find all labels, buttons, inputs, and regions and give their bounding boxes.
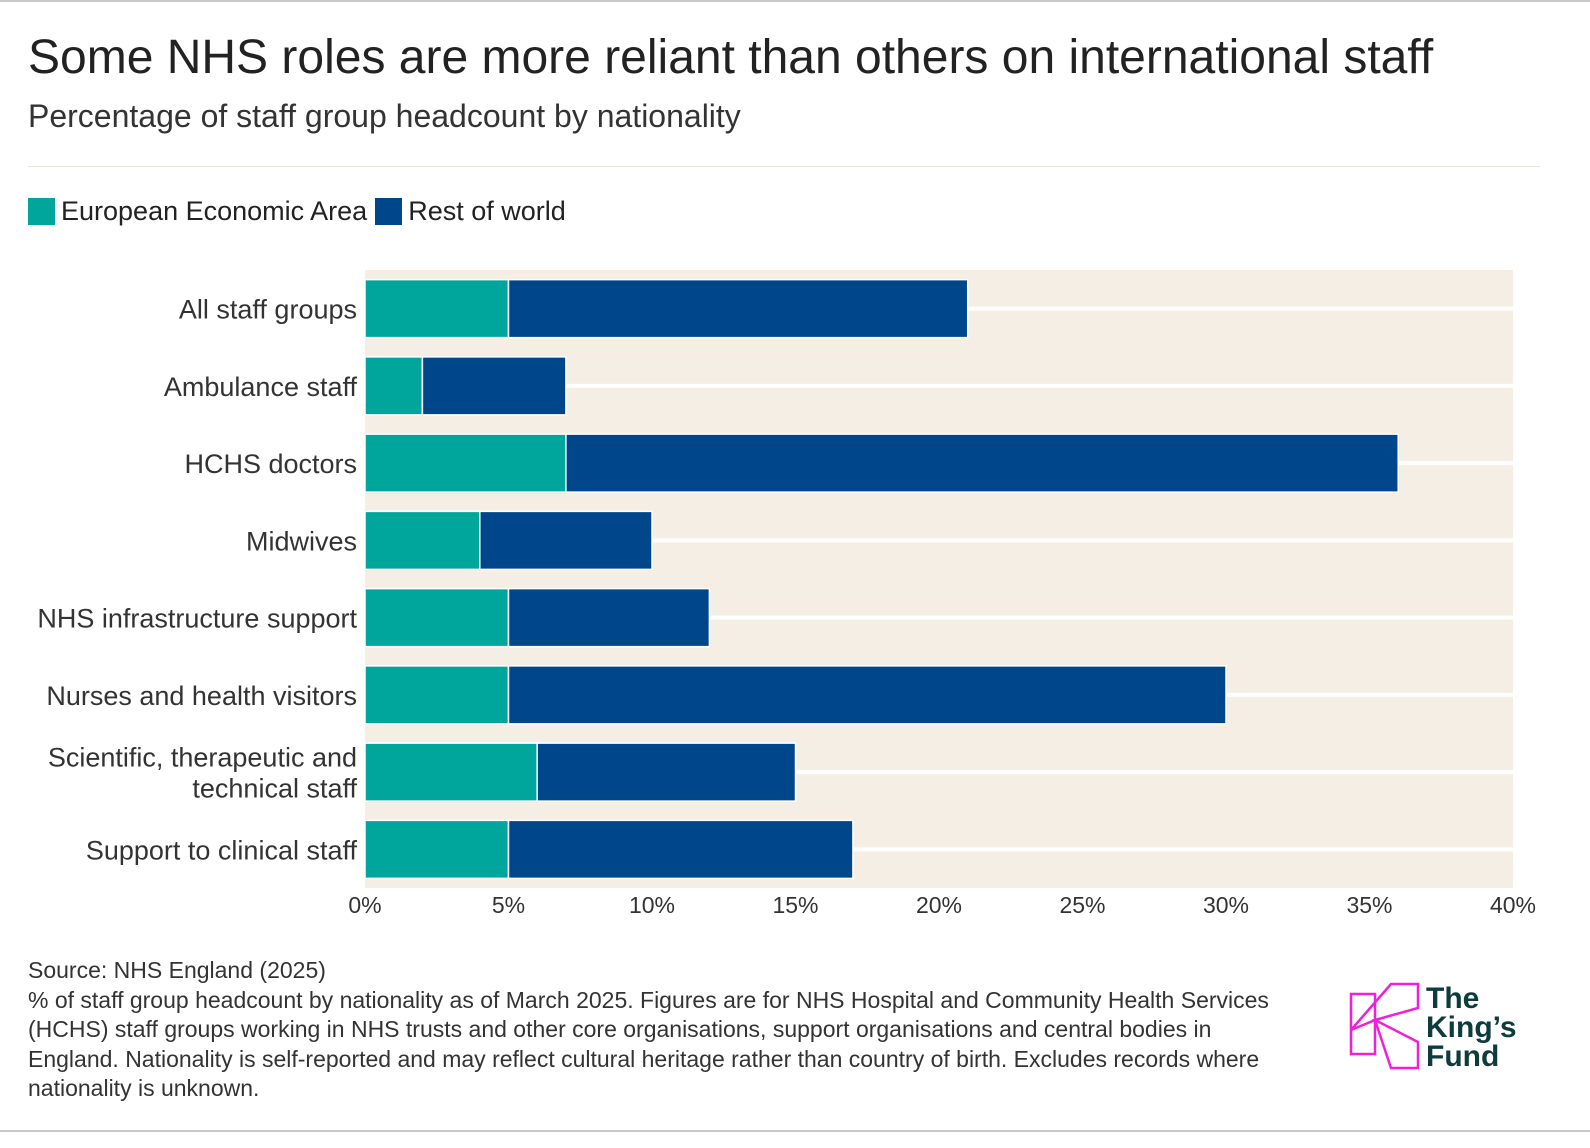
bar-rest-of-world (536, 742, 797, 802)
divider (28, 166, 1540, 167)
x-tick-label: 15% (772, 892, 818, 918)
bar-eea (364, 819, 510, 880)
bar-eea (364, 665, 510, 725)
category-label: All staff groups (179, 295, 357, 325)
chart-title: Some NHS roles are more reliant than oth… (28, 31, 1434, 84)
row-line (365, 770, 1513, 775)
bottom-border (0, 1130, 1590, 1132)
category-label: Nurses and health visitors (46, 681, 357, 711)
category-label: Scientific, therapeutic and (48, 743, 357, 773)
svg-text:Fund: Fund (1426, 1040, 1499, 1072)
svg-text:King’s: King’s (1426, 1011, 1517, 1044)
x-tick-label: 35% (1346, 892, 1392, 918)
legend-label: Rest of world (408, 196, 566, 226)
bar-rest-of-world (507, 587, 711, 648)
bar-eea (364, 433, 567, 493)
legend-swatch (28, 198, 55, 225)
bar-rest-of-world (421, 356, 567, 416)
bar-eea (364, 742, 538, 802)
x-tick-label: 5% (492, 892, 525, 918)
note-text: % of staff group headcount by nationalit… (28, 986, 1269, 1102)
row-line (365, 383, 1513, 388)
x-tick-label: 30% (1203, 892, 1249, 918)
legend: European Economic Area Rest of world (28, 196, 574, 227)
kings-fund-logo: The King’s Fund (1348, 980, 1528, 1077)
category-label: Ambulance staff (164, 372, 358, 402)
category-label: NHS infrastructure support (37, 604, 357, 634)
category-label: Midwives (246, 526, 357, 556)
svg-text:The: The (1426, 982, 1479, 1015)
source-notes: Source: NHS England (2025) % of staff gr… (28, 956, 1298, 1104)
x-tick-label: 40% (1490, 892, 1536, 918)
category-label: technical staff (192, 774, 357, 804)
row-line (365, 538, 1513, 543)
row-line (365, 615, 1513, 620)
category-label: HCHS doctors (184, 449, 357, 479)
row-line (365, 847, 1513, 852)
bar-chart: All staff groups Ambulance staff HCHS doct… (37, 270, 1536, 918)
bar-eea (364, 356, 424, 416)
bar-rest-of-world (507, 819, 854, 880)
source-text: Source: NHS England (2025) (28, 957, 326, 983)
bar-rest-of-world (565, 433, 1399, 493)
legend-label: European Economic Area (61, 196, 368, 226)
x-tick-label: 0% (348, 892, 381, 918)
bar-rest-of-world (507, 278, 969, 339)
bar-eea (364, 278, 510, 339)
chart-subtitle: Percentage of staff group headcount by n… (28, 98, 741, 134)
x-tick-label: 10% (629, 892, 675, 918)
legend-item-row: Rest of world (375, 196, 566, 227)
bar-rest-of-world (479, 510, 653, 571)
x-tick-label: 25% (1059, 892, 1105, 918)
legend-item-eea: European Economic Area (28, 196, 367, 227)
top-border (0, 0, 1590, 2)
bar-rest-of-world (507, 665, 1227, 725)
category-label: Support to clinical staff (86, 835, 358, 865)
x-tick-label: 20% (916, 892, 962, 918)
bar-eea (364, 510, 481, 571)
legend-swatch (375, 198, 403, 225)
bar-eea (364, 587, 510, 648)
